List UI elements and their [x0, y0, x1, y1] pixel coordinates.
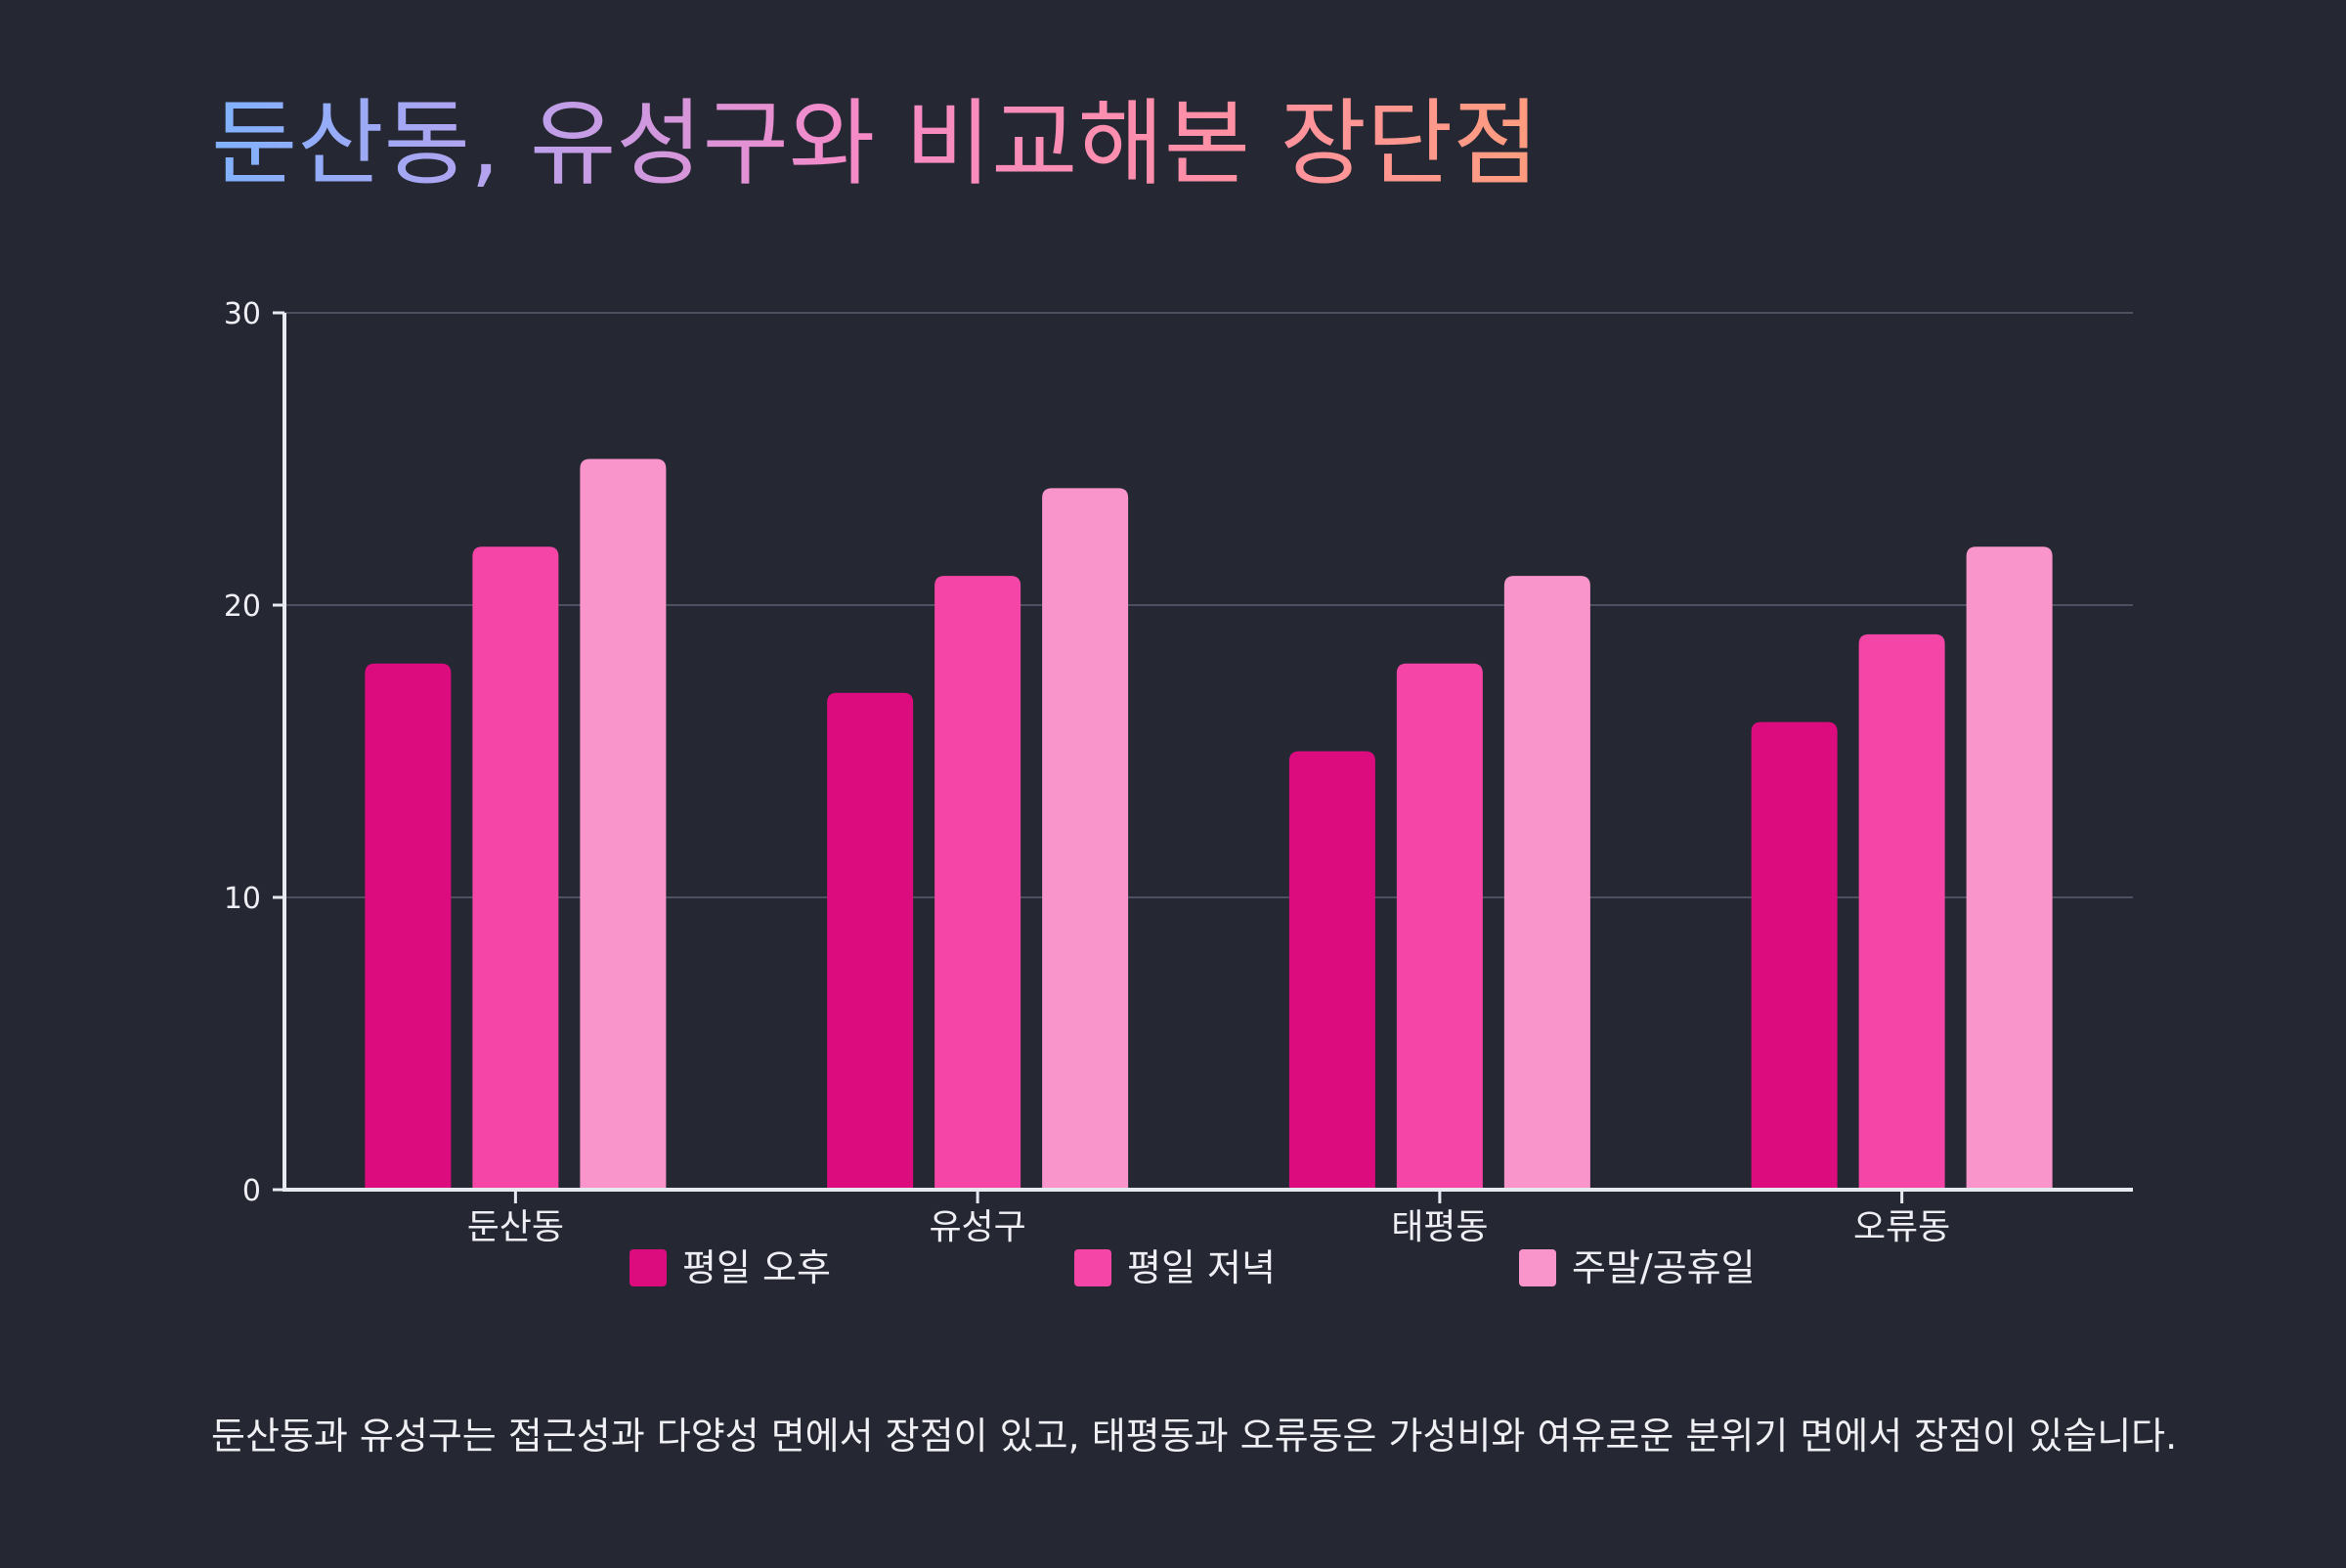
y-tick-label: 10 — [224, 882, 261, 916]
x-tick-label: 유성구 — [929, 1207, 1025, 1247]
legend: 평일 오후 평일 저녁 주말/공휴일 — [630, 1246, 1756, 1289]
bar — [934, 576, 1021, 1190]
y-tick-label: 20 — [224, 589, 261, 624]
bar — [827, 692, 914, 1190]
x-tick-label: 오류동 — [1853, 1207, 1950, 1247]
chart-title: 둔산동, 유성구와 비교해본 장단점 — [211, 89, 1540, 198]
bar — [580, 458, 667, 1190]
bar — [1751, 721, 1838, 1190]
legend-label: 평일 저녁 — [1127, 1246, 1276, 1289]
bar — [365, 663, 452, 1190]
chart-caption: 둔산동과 유성구는 접근성과 다양성 면에서 장점이 있고, 태평동과 오류동은… — [211, 1415, 2178, 1458]
legend-swatch — [1074, 1249, 1111, 1286]
y-tick-label: 0 — [242, 1174, 261, 1208]
bar — [1966, 546, 2053, 1190]
axes — [273, 311, 2133, 1203]
x-tick-label: 태평동 — [1391, 1207, 1488, 1247]
bar — [1503, 576, 1590, 1190]
legend-label: 주말/공휴일 — [1572, 1246, 1756, 1289]
bars — [365, 458, 2053, 1190]
bar — [1288, 751, 1375, 1190]
grid-lines — [284, 312, 2133, 898]
x-tick-label: 둔산동 — [467, 1207, 564, 1247]
legend-label: 평일 오후 — [682, 1246, 831, 1289]
legend-swatch — [630, 1249, 667, 1286]
y-tick-label: 30 — [224, 297, 261, 331]
bar — [1396, 663, 1483, 1190]
bar — [1858, 633, 1945, 1190]
legend-swatch — [1519, 1249, 1556, 1286]
bar — [472, 546, 559, 1190]
bar-chart: 0 10 20 30 둔산동 유성구 태평동 오류동 평일 오후 평일 저녁 주말/공휴일 — [224, 297, 2133, 1289]
bar — [1042, 488, 1129, 1190]
tick-labels: 0 10 20 30 둔산동 유성구 태평동 오류동 — [224, 297, 1951, 1247]
